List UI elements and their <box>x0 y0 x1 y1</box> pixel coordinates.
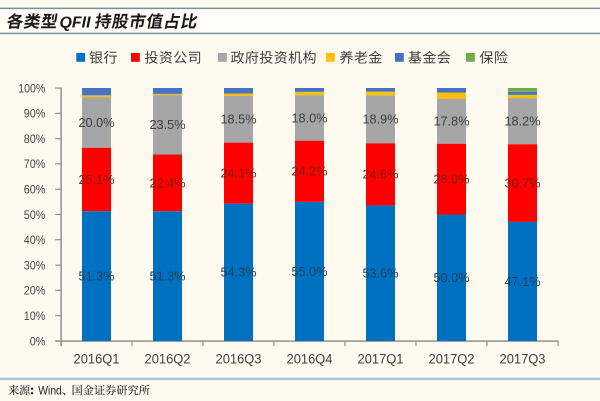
svg-text:Wind: Wind <box>38 385 62 397</box>
svg-text:24.1%: 24.1% <box>221 167 257 181</box>
svg-text:QFII: QFII <box>60 14 92 31</box>
svg-text:17.8%: 17.8% <box>434 115 470 129</box>
svg-text:2017Q3: 2017Q3 <box>500 351 546 366</box>
svg-text:18.0%: 18.0% <box>292 111 328 125</box>
svg-text:2016Q4: 2016Q4 <box>287 351 333 366</box>
svg-text:50.0%: 50.0% <box>434 271 470 285</box>
svg-text:53.6%: 53.6% <box>363 267 399 281</box>
svg-text:2017Q2: 2017Q2 <box>429 351 475 366</box>
svg-text:80%: 80% <box>24 132 46 146</box>
svg-text:50%: 50% <box>24 208 46 222</box>
svg-text:54.3%: 54.3% <box>221 266 257 280</box>
svg-text:60%: 60% <box>24 183 46 197</box>
svg-text:30%: 30% <box>24 258 46 272</box>
svg-text:28.0%: 28.0% <box>434 173 470 187</box>
svg-text:25.1%: 25.1% <box>79 173 115 187</box>
svg-text:90%: 90% <box>24 107 46 121</box>
svg-text:10%: 10% <box>24 309 46 323</box>
svg-text:18.5%: 18.5% <box>221 113 257 127</box>
svg-text:70%: 70% <box>24 157 46 171</box>
svg-text:24.2%: 24.2% <box>292 165 328 179</box>
svg-text:2016Q2: 2016Q2 <box>145 351 191 366</box>
svg-text:2016Q1: 2016Q1 <box>74 351 120 366</box>
svg-text:20.0%: 20.0% <box>79 116 115 130</box>
svg-text:51.3%: 51.3% <box>150 270 186 284</box>
svg-text:55.0%: 55.0% <box>292 265 328 279</box>
svg-text:0%: 0% <box>30 334 46 348</box>
svg-text:2017Q1: 2017Q1 <box>358 351 404 366</box>
svg-text:100%: 100% <box>18 81 45 95</box>
svg-text:18.2%: 18.2% <box>505 115 541 129</box>
svg-text:20%: 20% <box>24 284 46 298</box>
svg-text:18.9%: 18.9% <box>363 113 399 127</box>
svg-text:47.1%: 47.1% <box>505 275 541 289</box>
svg-text:23.5%: 23.5% <box>150 118 186 132</box>
svg-text:40%: 40% <box>24 233 46 247</box>
svg-text:30.7%: 30.7% <box>505 176 541 190</box>
svg-text:22.4%: 22.4% <box>150 176 186 190</box>
svg-text:51.3%: 51.3% <box>79 270 115 284</box>
svg-text:2016Q3: 2016Q3 <box>216 351 262 366</box>
svg-text:24.6%: 24.6% <box>363 168 399 182</box>
